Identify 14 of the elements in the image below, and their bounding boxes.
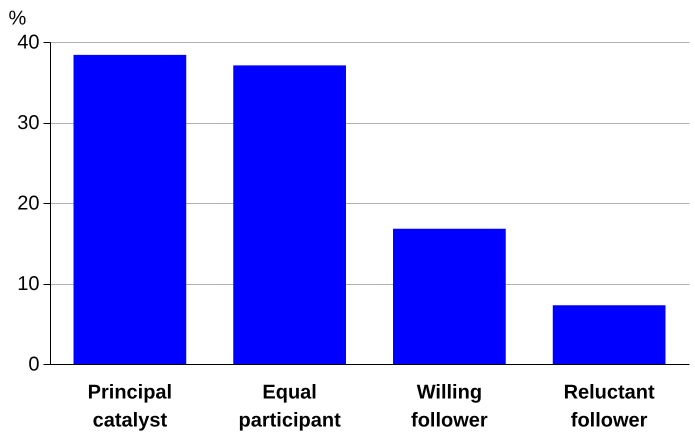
y-tick-label: 40 (17, 32, 40, 54)
bar (233, 65, 346, 364)
y-axis-title: % (8, 8, 26, 30)
bar (393, 228, 506, 364)
y-tick-label: 0 (28, 354, 40, 376)
y-tick-label: 20 (17, 192, 40, 214)
y-tick-label: 30 (17, 112, 40, 134)
x-tick-label: Reluctant follower (564, 382, 656, 432)
bar (552, 305, 666, 364)
bar (74, 54, 186, 364)
y-tick-label: 10 (17, 273, 40, 295)
x-tick-label: Equal participant (238, 382, 342, 432)
x-tick-label: Willing follower (411, 382, 488, 432)
x-tick-label: Principal catalyst (88, 382, 172, 432)
